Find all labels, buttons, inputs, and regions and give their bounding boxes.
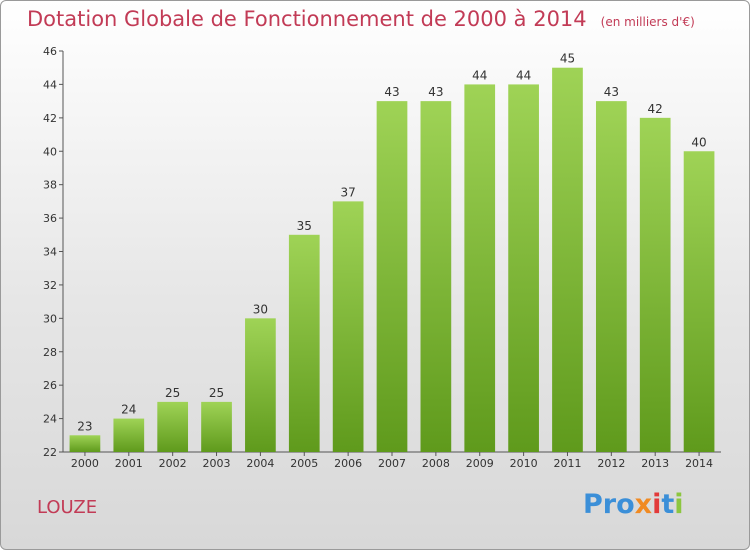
bar [683,151,715,452]
chart-subtitle: (en milliers d'€) [600,15,695,29]
bar-value-label: 44 [516,68,531,82]
bar-value-label: 35 [297,219,312,233]
x-tick-label: 2012 [597,457,625,470]
bar-value-label: 25 [209,386,224,400]
bar-value-label: 43 [428,85,443,99]
bar-value-label: 42 [648,102,663,116]
commune-name: LOUZE [37,497,98,518]
y-tick-label: 36 [43,212,57,225]
x-tick-label: 2013 [641,457,669,470]
x-tick-label: 2007 [378,457,406,470]
y-tick-label: 44 [43,78,57,91]
bar-value-label: 45 [560,52,575,66]
y-tick-label: 22 [43,446,57,459]
x-tick-label: 2002 [159,457,187,470]
chart-title-text: Dotation Globale de Fonctionnement de 20… [27,7,587,31]
bar [288,234,320,452]
x-tick-label: 2001 [115,457,143,470]
bar-value-label: 24 [121,403,136,417]
y-tick-label: 26 [43,379,57,392]
y-tick-label: 42 [43,112,57,125]
bar-value-label: 44 [472,68,487,82]
x-tick-label: 2011 [553,457,581,470]
y-tick-label: 34 [43,246,57,259]
y-tick-label: 38 [43,179,57,192]
bar-value-label: 40 [691,135,706,149]
y-tick-label: 46 [43,45,57,58]
y-tick-label: 40 [43,145,57,158]
bar [69,435,101,452]
bar [201,401,232,452]
bar [376,101,408,452]
bar [508,84,539,453]
y-tick-label: 32 [43,279,57,292]
bar-value-label: 30 [253,302,268,316]
bar-value-label: 37 [340,185,355,199]
proxiti-logo: Proxiti [583,489,684,520]
x-tick-label: 2003 [203,457,231,470]
bar [420,101,452,452]
x-tick-label: 2009 [466,457,494,470]
x-tick-label: 2005 [290,457,318,470]
chart-title: Dotation Globale de Fonctionnement de 20… [27,7,695,31]
bar-value-label: 25 [165,386,180,400]
x-tick-label: 2010 [510,457,538,470]
y-tick-label: 24 [43,413,57,426]
bar-value-label: 23 [77,419,92,433]
bar [552,67,583,452]
bar [595,101,627,452]
bar [113,418,145,452]
x-tick-label: 2008 [422,457,450,470]
y-tick-label: 30 [43,312,57,325]
chart-labels: 23 24 25 25 30 35 37 43 43 44 44 45 43 42 40 [77,52,706,434]
chart-bars [69,67,715,453]
bar [245,318,276,452]
bar [332,201,364,452]
y-tick-label: 28 [43,346,57,359]
bar [157,401,189,452]
x-tick-label: 2004 [246,457,274,470]
x-tick-label: 2014 [685,457,713,470]
x-tick-label: 2006 [334,457,362,470]
bar-value-label: 43 [604,85,619,99]
chart-axes: 22 24 26 28 30 32 34 36 38 40 42 44 46 2000 2001 2002 20… [43,45,721,470]
x-tick-label: 2000 [71,457,99,470]
bar [464,84,496,453]
bar [639,117,671,452]
bar-value-label: 43 [384,85,399,99]
